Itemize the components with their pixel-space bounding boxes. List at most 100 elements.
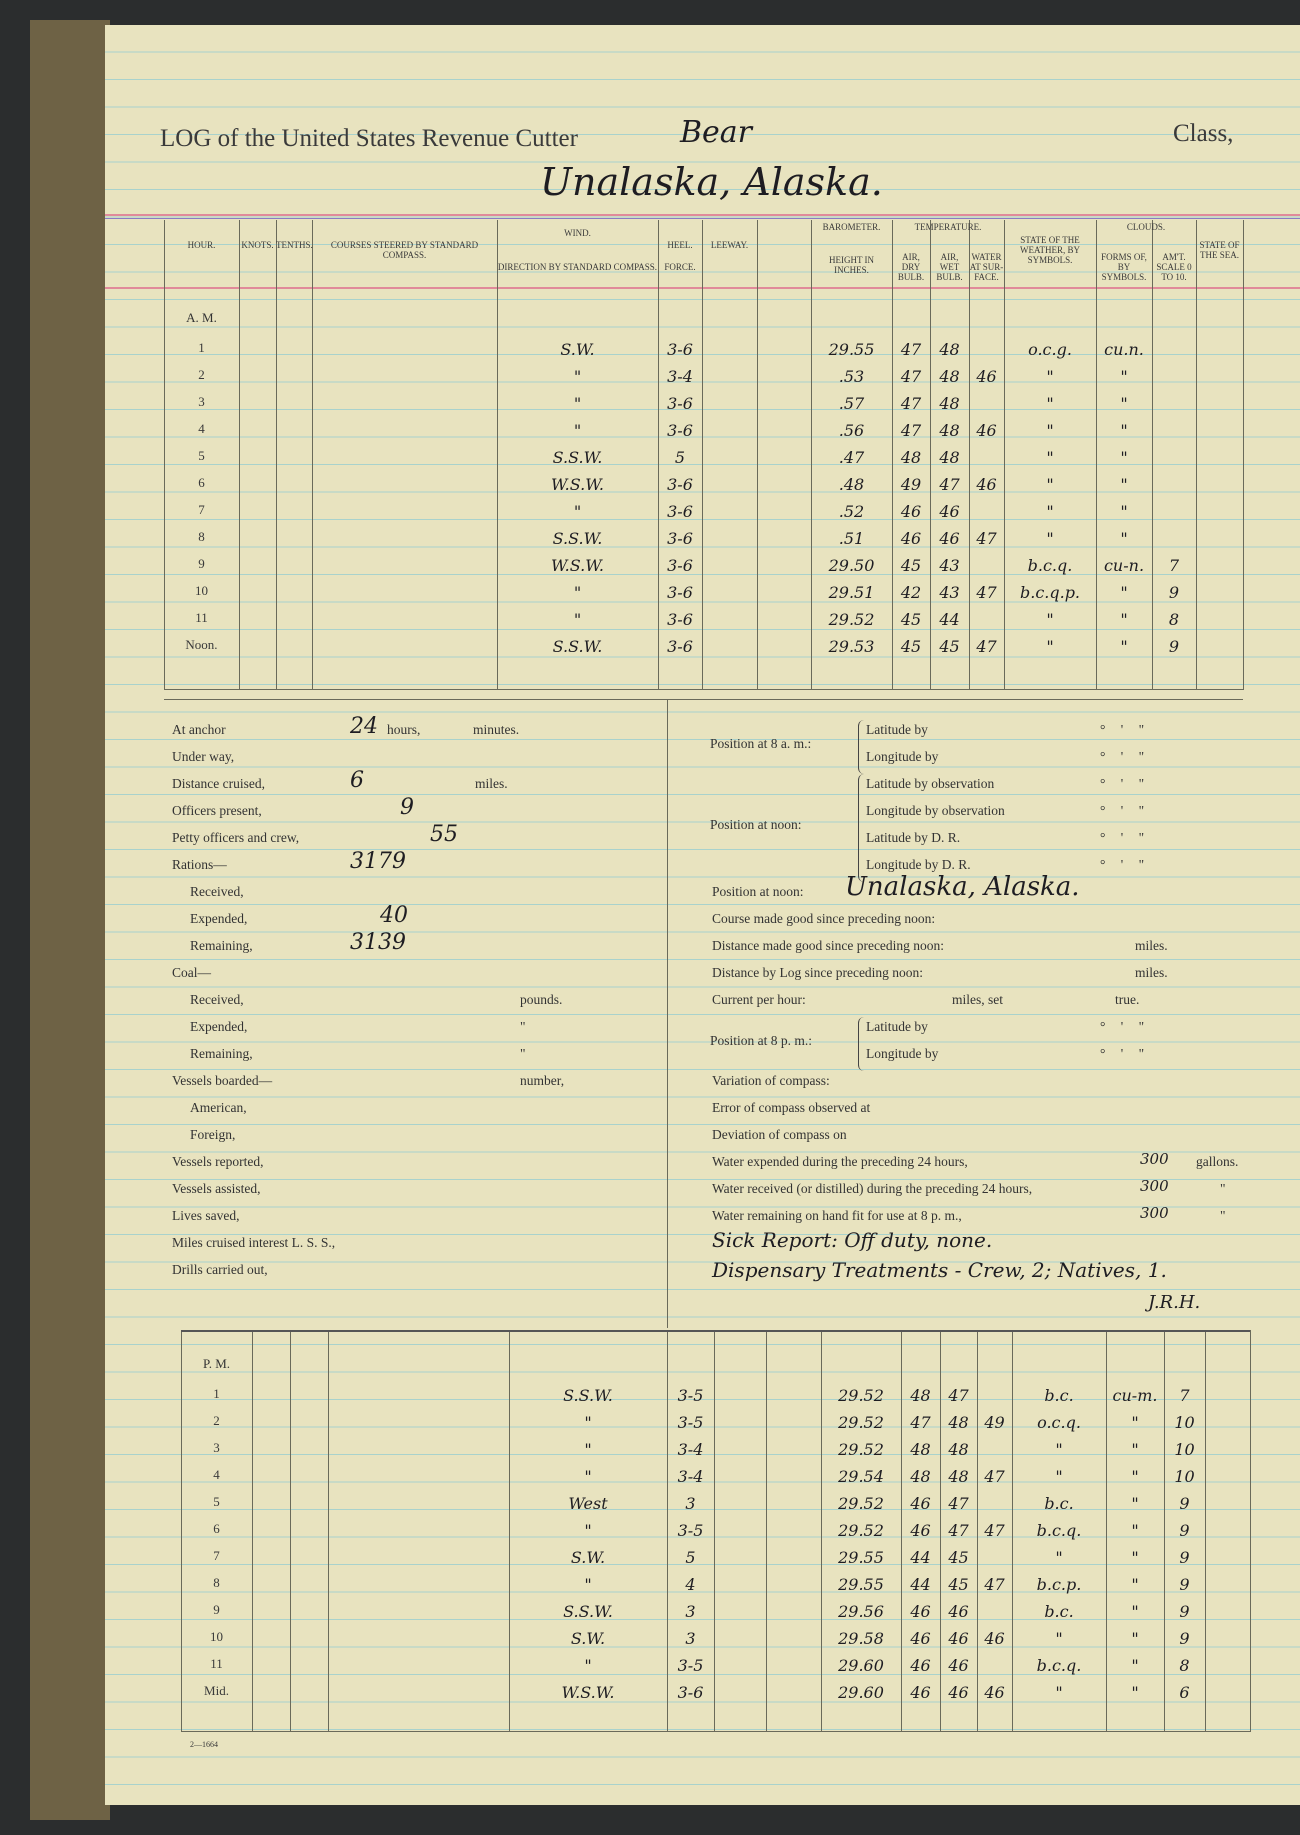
pm-cloud-forms: " (1131, 1656, 1139, 1675)
pm-wet-bulb: 47 (948, 1494, 969, 1513)
right-suffix: gallons. (1196, 1154, 1239, 1169)
left-value: 24 (350, 714, 378, 739)
column-rule (930, 220, 931, 690)
left-suffix: pounds. (520, 992, 563, 1007)
pm-dry-bulb: 46 (910, 1494, 931, 1513)
pm-weather: o.c.q. (1037, 1413, 1081, 1432)
am-wind-force: 3-6 (667, 556, 693, 575)
pm-hour: 9 (213, 1602, 220, 1617)
am-barometer: 29.53 (828, 637, 875, 656)
pm-weather: b.c. (1044, 1386, 1074, 1405)
pm-cloud-amount: 8 (1179, 1656, 1190, 1675)
pm-barometer: 29.55 (838, 1575, 884, 1594)
am-hour: 9 (198, 556, 205, 571)
right-suffix: " (1220, 1208, 1226, 1223)
am-cloud-amount: 9 (1168, 637, 1180, 656)
position-8pm-line: Latitude by (866, 1019, 928, 1034)
pm-weather: " (1055, 1629, 1063, 1648)
position-8pm: Position at 8 p. m.: (710, 1032, 813, 1048)
left-suffix: hours, (387, 722, 421, 737)
column-rule (969, 220, 970, 690)
pm-hour: 5 (213, 1494, 220, 1509)
pm-wind-direction: " (584, 1521, 592, 1540)
am-cloud-forms: " (1120, 448, 1128, 467)
am-water-temp: 47 (976, 637, 997, 656)
header-hour: HOUR. (187, 240, 216, 250)
am-wet-bulb: 46 (939, 529, 960, 548)
right-mid: miles, set (952, 992, 1003, 1007)
column-rule (1152, 220, 1153, 690)
column-rule (509, 1330, 510, 1732)
right-suffix: " (1220, 1181, 1226, 1196)
column-rule (821, 1330, 822, 1732)
header-knots: KNOTS. (241, 240, 274, 250)
water-value: 300 (1140, 1150, 1169, 1168)
pm-weather: b.c. (1044, 1494, 1074, 1513)
brace-icon (858, 720, 865, 774)
am-wind-direction: " (573, 367, 582, 386)
pm-wind-force: 3-4 (677, 1467, 704, 1486)
pm-wet-bulb: 47 (948, 1521, 969, 1540)
pm-barometer: 29.54 (838, 1467, 884, 1486)
degree-marks: ° ' " (1100, 1019, 1151, 1034)
column-rule (1205, 1330, 1206, 1732)
am-barometer: 29.51 (828, 583, 875, 602)
am-weather: o.c.g. (1028, 340, 1072, 359)
class-label: Class, (1173, 120, 1234, 147)
right-label: Water received (or distilled) during the… (712, 1181, 1033, 1196)
left-label: Vessels boarded— (172, 1073, 273, 1088)
pink-rule (105, 218, 1300, 219)
am-barometer: .53 (838, 367, 865, 386)
pm-weather: b.c.p. (1036, 1575, 1082, 1594)
pm-barometer: 29.58 (838, 1629, 884, 1648)
am-cloud-forms: " (1120, 637, 1128, 656)
header-tenths: TENTHS. (276, 240, 313, 250)
am-wind-direction: " (573, 583, 582, 602)
header-temperature: TEMPERATURE. (914, 222, 982, 232)
am-dry-bulb: 45 (900, 637, 922, 656)
column-rule (1243, 220, 1244, 690)
column-rule (1012, 1330, 1013, 1732)
am-weather: " (1046, 475, 1054, 494)
pm-cloud-amount: 9 (1179, 1521, 1190, 1540)
am-wet-bulb: 48 (939, 448, 960, 467)
pm-hour: 2 (213, 1413, 220, 1428)
water-value: 300 (1140, 1204, 1169, 1222)
position-8am: Position at 8 a. m.: (710, 735, 812, 751)
pm-cloud-forms: " (1131, 1467, 1139, 1486)
right-suffix: miles. (1135, 965, 1168, 980)
am-hour: 2 (198, 367, 205, 382)
pm-cloud-amount: 9 (1179, 1602, 1190, 1621)
column-rule (766, 1330, 767, 1732)
am-wet-bulb: 45 (939, 637, 960, 656)
am-dry-bulb: 46 (900, 502, 922, 521)
right-label: Variation of compass: (712, 1073, 830, 1088)
pm-cloud-forms: " (1131, 1413, 1139, 1432)
pm-barometer: 29.52 (838, 1521, 884, 1540)
pm-dry-bulb: 46 (910, 1683, 931, 1702)
pink-rule (105, 214, 1300, 216)
am-barometer: 29.55 (828, 340, 875, 359)
am-wind-direction: W.S.W. (551, 475, 604, 494)
right-label: Error of compass observed at (712, 1100, 871, 1115)
am-cloud-forms: " (1120, 502, 1128, 521)
am-barometer: 29.50 (828, 556, 875, 575)
pm-wet-bulb: 48 (948, 1413, 969, 1432)
left-label: Remaining, (190, 938, 253, 953)
am-wind-force: 5 (674, 448, 686, 467)
header-heel: HEEL. (667, 240, 693, 250)
am-barometer: .56 (838, 421, 865, 440)
pm-wind-direction: West (568, 1494, 608, 1513)
column-rule (658, 220, 659, 690)
left-value: 3179 (350, 849, 406, 874)
am-hour: 6 (198, 475, 205, 490)
right-label: Deviation of compass on (712, 1127, 847, 1142)
column-rule (239, 220, 240, 690)
degree-marks: ° ' " (1100, 776, 1151, 791)
am-cloud-forms: cu.n. (1104, 340, 1144, 359)
left-label: American, (190, 1100, 247, 1115)
am-wind-direction: S.W. (560, 340, 595, 359)
am-water-temp: 47 (976, 583, 997, 602)
am-weather: " (1046, 529, 1054, 548)
degree-marks: ° ' " (1100, 830, 1151, 845)
